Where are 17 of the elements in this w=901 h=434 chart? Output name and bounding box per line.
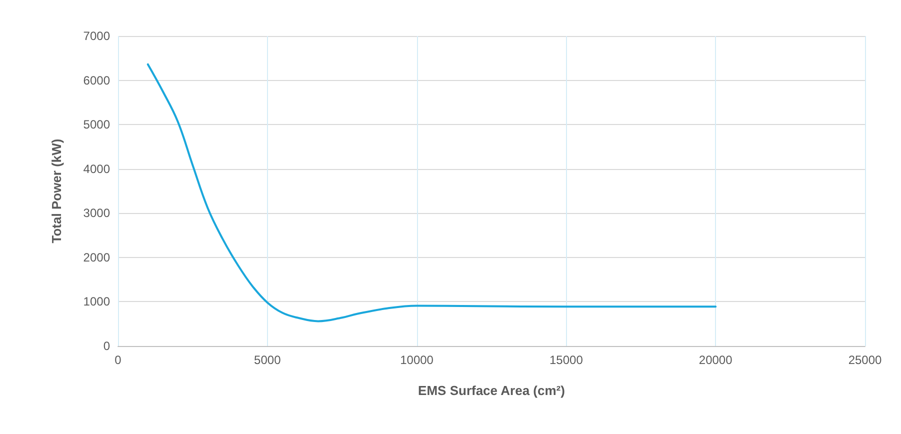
x-tick-label: 5000 (254, 353, 282, 367)
y-tick-label: 7000 (83, 29, 110, 43)
x-tick-label: 20000 (698, 353, 733, 367)
y-tick-label: 5000 (83, 118, 110, 132)
x-tick-label: 0 (114, 353, 122, 367)
y-tick-label: 4000 (83, 162, 110, 176)
line-series (146, 63, 717, 322)
x-tick-label: 15000 (550, 353, 584, 367)
y-tick-label: 1000 (83, 294, 110, 309)
y-tick-label: 0 (103, 339, 110, 353)
y-tick-label: 6000 (83, 73, 110, 88)
x-tick-label: 10000 (400, 353, 434, 367)
y-tick-label: 3000 (83, 206, 110, 220)
x-tick-label: 25000 (848, 353, 882, 367)
y-axis-title: Total Power (kW) (49, 138, 64, 244)
x-axis-title: EMS Surface Area (cm²) (418, 383, 565, 398)
y-tick-label: 2000 (83, 250, 110, 264)
